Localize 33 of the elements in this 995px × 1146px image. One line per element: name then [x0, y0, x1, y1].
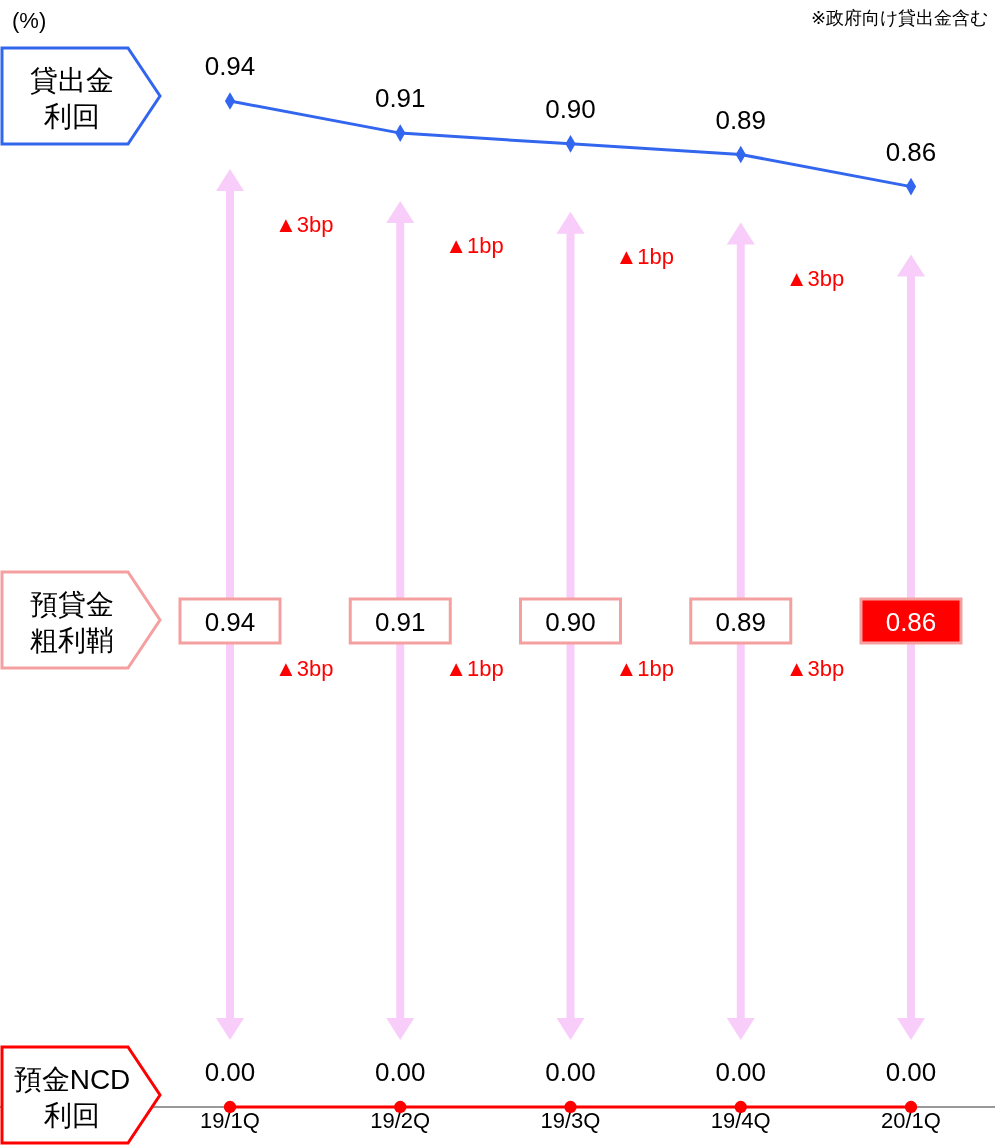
annotation: 0.90 — [545, 607, 596, 637]
data-label: 0.86 — [885, 136, 937, 167]
annotation: ▲1bp — [445, 233, 504, 259]
annotation: ▲1bp — [615, 244, 674, 270]
x-tick-label: 19/4Q — [710, 1108, 771, 1133]
annotation: 0.91 — [374, 607, 426, 637]
data-label: 0.91 — [374, 83, 426, 114]
x-tick-label: 19/3Q — [540, 1108, 601, 1133]
x-tick-label: 19/2Q — [370, 1108, 431, 1133]
text: (%) — [12, 8, 47, 33]
data-label: 0.00 — [545, 1057, 596, 1087]
data-label: 0.90 — [545, 93, 596, 124]
data-label: 0.00 — [204, 1057, 256, 1087]
annotation: ▲1bp — [445, 656, 504, 681]
name-tag: 預貸金粗利鞘 — [0, 570, 162, 670]
data-label: 0.89 — [715, 104, 767, 135]
data-label: 0.00 — [374, 1057, 426, 1087]
annotation: ▲3bp — [785, 265, 845, 291]
text: ※政府向け貸出金含む — [810, 8, 988, 28]
x-tick-label: 19/1Q — [200, 1108, 260, 1133]
annotation: ▲3bp — [275, 212, 334, 238]
annotation: ▲3bp — [275, 656, 334, 681]
data-label: 0.00 — [715, 1057, 767, 1087]
annotation: ▲3bp — [785, 656, 845, 681]
annotation: 0.89 — [715, 607, 767, 637]
name-tag: 預金NCD利回 — [0, 1045, 162, 1145]
x-tick-label: 20/1Q — [881, 1108, 941, 1133]
annotation: ▲1bp — [615, 656, 674, 681]
name-tag: 貸出金利回 — [0, 46, 162, 146]
data-label: 0.94 — [204, 51, 256, 81]
annotation: 0.94 — [204, 607, 256, 637]
annotation: 0.86 — [885, 607, 937, 637]
data-label: 0.00 — [885, 1057, 937, 1087]
